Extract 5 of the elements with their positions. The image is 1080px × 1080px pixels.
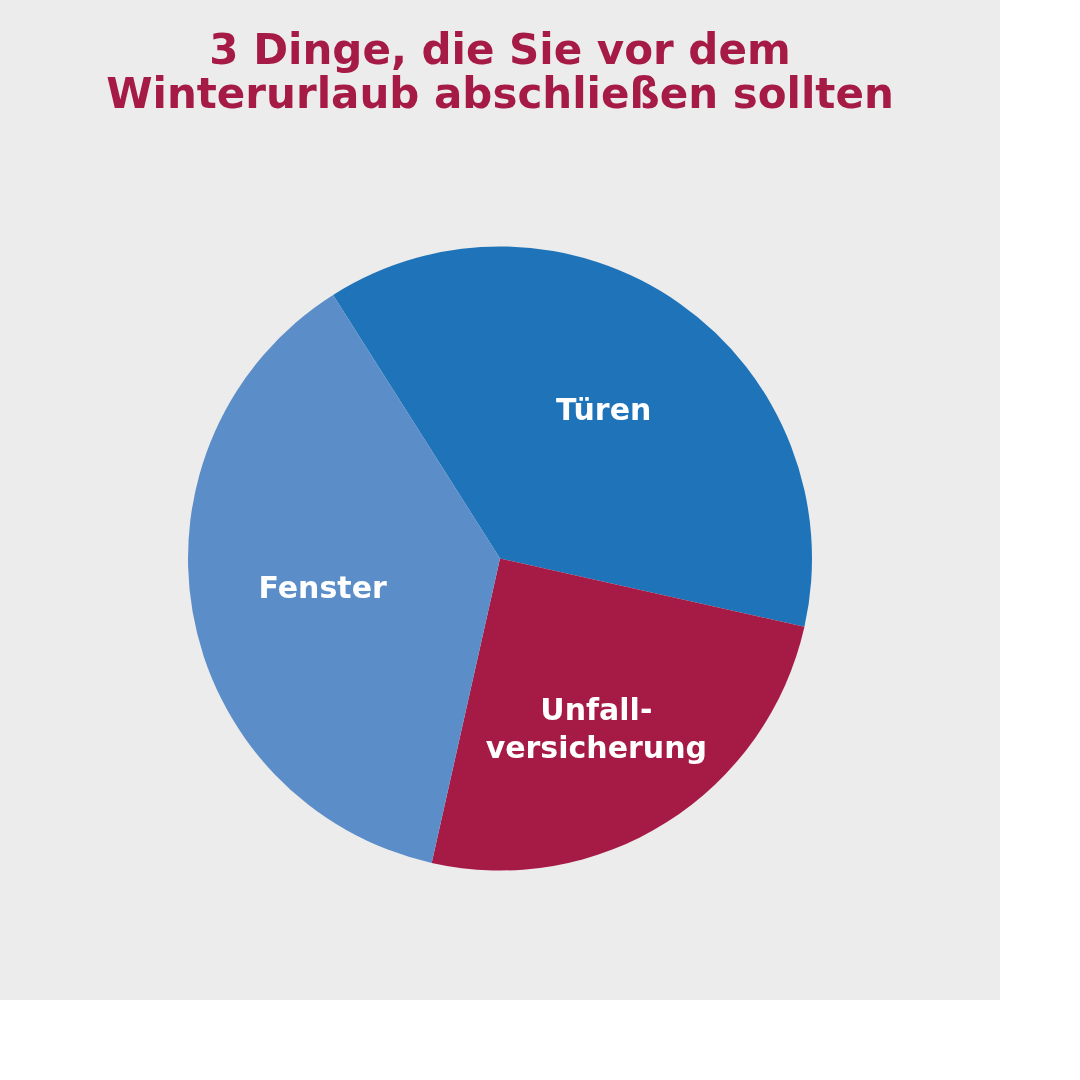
slice-label: Unfall- versicherung <box>485 691 707 765</box>
pie-slice <box>431 558 805 871</box>
slice-label: Fenster <box>258 570 388 606</box>
slice-label: Türen <box>555 392 652 428</box>
text: 3 Dinge, die Sie vor dem <box>209 25 791 74</box>
